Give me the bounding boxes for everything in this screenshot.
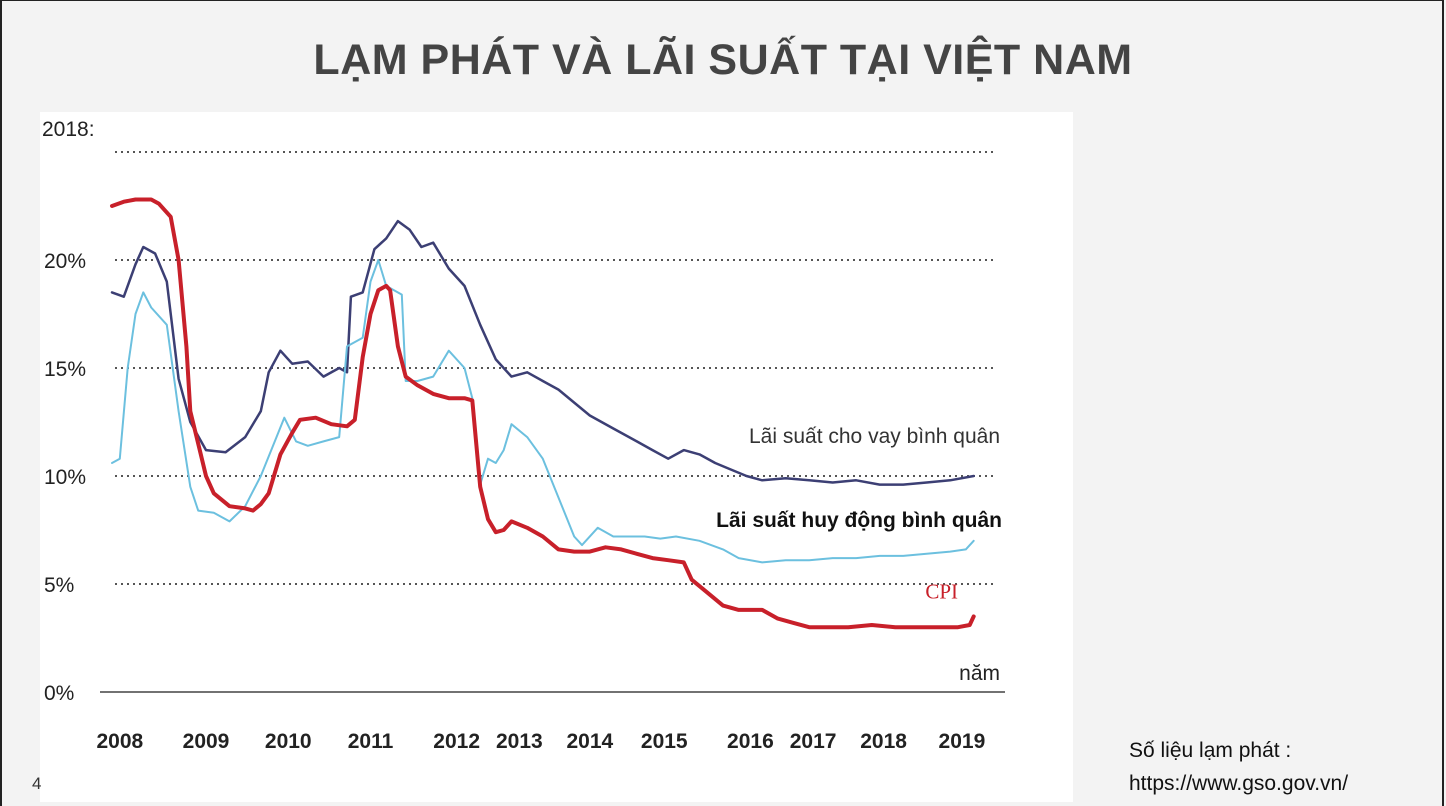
y-tick-label: 0% — [44, 682, 74, 705]
x-tick-label: 2008 — [96, 730, 143, 753]
y-tick-label: 10% — [44, 466, 86, 489]
x-tick-label: 2016 — [727, 730, 774, 753]
x-tick-label: 2015 — [641, 730, 688, 753]
x-tick-label: 2010 — [265, 730, 312, 753]
x-tick-label: 2013 — [496, 730, 543, 753]
series-annotation: Lãi suất cho vay bình quân — [749, 425, 1000, 448]
y-tick-label: 20% — [44, 250, 86, 273]
source-line-2: https://www.gso.gov.vn/ — [1129, 772, 1349, 795]
y-tick-label: 15% — [44, 358, 86, 381]
x-tick-label: 2014 — [566, 730, 613, 753]
series-annotation: Lãi suất huy động bình quân — [716, 509, 1002, 532]
slide-title: LẠM PHÁT VÀ LÃI SUẤT TẠI VIỆT NAM — [313, 36, 1133, 84]
series-line-2 — [111, 259, 975, 564]
source-line-1: Số liệu lạm phát : — [1129, 739, 1292, 762]
corner-label: 2018: — [42, 118, 95, 141]
series-annotation: CPI — [925, 579, 958, 603]
line-chart: 0% 5% 10% 15% 20% 2018: 2008 2009 2010 2011 2012 20… — [42, 118, 1005, 753]
page-number: 4 — [32, 774, 42, 793]
chart-panel: 0% 5% 10% 15% 20% 2018: 2008 2009 2010 2011 2012 20… — [40, 112, 1073, 802]
x-tick-label: 2017 — [790, 730, 837, 753]
y-tick-label: 5% — [44, 574, 74, 597]
x-tick-label: 2009 — [183, 730, 230, 753]
x-tick-label: 2018 — [860, 730, 907, 753]
series-line-1 — [110, 219, 975, 486]
source-note: Số liệu lạm phát : https://www.gso.gov.v… — [1129, 734, 1348, 800]
x-axis-label: năm — [959, 662, 1000, 685]
x-tick-label: 2011 — [348, 730, 394, 753]
x-tick-label: 2012 — [433, 730, 480, 753]
x-tick-label: 2019 — [939, 730, 986, 753]
series-line-3 — [110, 197, 976, 630]
